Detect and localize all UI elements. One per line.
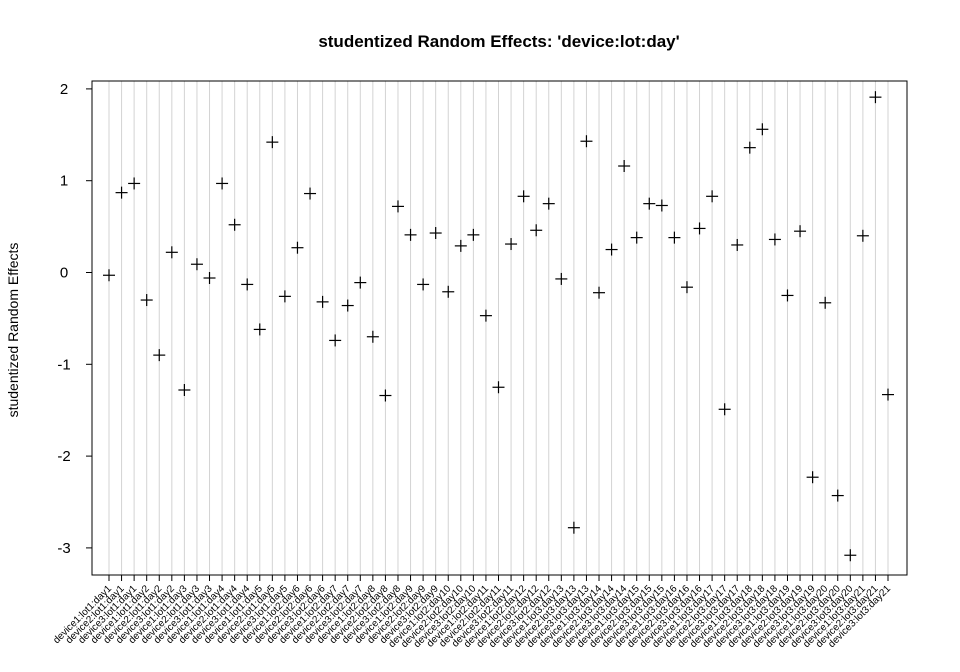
data-point [379, 389, 392, 402]
data-point [216, 177, 229, 190]
data-point [190, 258, 203, 271]
data-point [454, 239, 467, 252]
data-point [153, 349, 166, 362]
data-point [718, 403, 731, 416]
x-axis: device1:lot1:day1device2:lot1:day1device… [51, 575, 893, 650]
data-point [391, 200, 404, 213]
plot-area-border [91, 80, 908, 576]
data-point [278, 290, 291, 303]
data-point [417, 278, 430, 291]
data-point [341, 299, 354, 312]
data-point [819, 296, 832, 309]
data-point [329, 334, 342, 347]
data-point [643, 197, 656, 210]
data-point [354, 276, 367, 289]
vertical-grid [108, 81, 889, 575]
data-point [706, 190, 719, 203]
data-point [542, 197, 555, 210]
data-point [869, 91, 882, 104]
data-point [492, 381, 505, 394]
y-axis-label: studentized Random Effects [5, 243, 21, 418]
data-point [693, 222, 706, 235]
data-point [115, 186, 128, 199]
data-point [743, 141, 756, 154]
data-point [404, 228, 417, 241]
y-tick-label: 2 [60, 81, 68, 98]
data-point [731, 238, 744, 251]
data-point [655, 199, 668, 212]
data-point [178, 384, 191, 397]
data-point [128, 177, 141, 190]
data-point [366, 330, 379, 343]
y-tick-label: -3 [57, 540, 70, 557]
data-point [530, 224, 543, 237]
data-point [241, 278, 254, 291]
y-tick-label: -2 [57, 448, 70, 465]
data-point [517, 190, 530, 203]
y-tick-label: 0 [60, 265, 68, 282]
data-point [806, 471, 819, 484]
data-point [680, 281, 693, 294]
data-point [668, 231, 681, 244]
data-point [567, 521, 580, 534]
data-point [103, 269, 115, 282]
data-point [442, 285, 455, 298]
data-point [316, 295, 329, 308]
data-point [844, 549, 857, 562]
y-axis: -3 -2 -1 0 1 2 [57, 81, 92, 557]
data-point [768, 233, 781, 246]
data-point [756, 123, 769, 136]
data-point [467, 228, 480, 241]
data-point [140, 294, 153, 307]
data-point [882, 388, 894, 401]
data-points [103, 91, 894, 562]
data-point [253, 323, 266, 336]
data-point [266, 136, 279, 149]
data-point [605, 243, 618, 256]
data-point [429, 227, 442, 240]
chart-title: studentized Random Effects: 'device:lot:… [318, 32, 679, 51]
y-tick-label: -1 [57, 356, 70, 373]
data-point [856, 229, 869, 242]
data-point [291, 241, 304, 254]
data-point [505, 238, 518, 251]
data-point [618, 160, 631, 173]
data-point [831, 489, 844, 502]
data-point [593, 286, 606, 299]
data-point [555, 272, 568, 285]
y-tick-label: 1 [60, 173, 68, 190]
data-point [165, 246, 178, 259]
data-point [580, 135, 593, 148]
data-point [228, 218, 241, 231]
data-point [794, 225, 807, 238]
data-point [203, 272, 216, 285]
data-point [630, 231, 643, 244]
data-point [304, 187, 317, 200]
data-point [781, 289, 794, 302]
data-point [479, 309, 492, 322]
